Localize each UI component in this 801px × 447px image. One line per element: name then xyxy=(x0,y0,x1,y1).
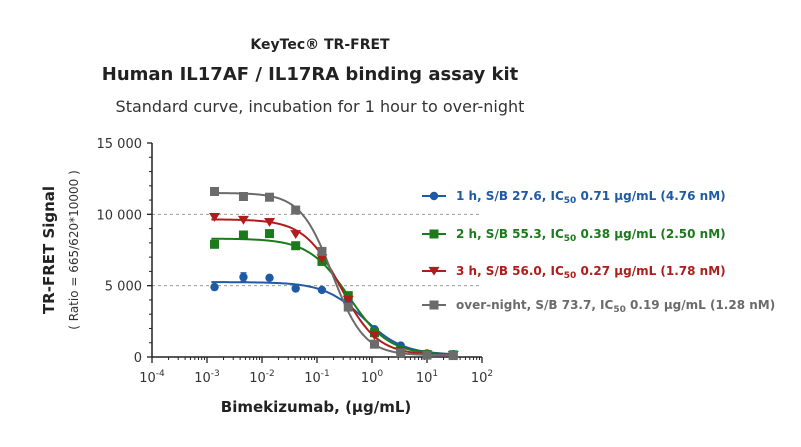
x-tick-exponent: -1 xyxy=(321,369,330,379)
y-tick-label-2: 10 000 xyxy=(97,208,143,223)
data-point-series-3 xyxy=(448,351,458,361)
data-point-series-2 xyxy=(264,218,276,227)
legend: 1 h, S/B 27.6, IC50 0.71 µg/mL (4.76 nM)… xyxy=(422,189,775,315)
x-tick-label-4: 100 xyxy=(361,369,384,386)
legend-text: 0.27 µg/mL (1.78 nM) xyxy=(576,264,725,278)
data-point-series-0 xyxy=(210,282,219,292)
x-tick-exponent: -3 xyxy=(211,369,220,379)
legend-subscript: 50 xyxy=(564,271,577,281)
legend-subscript: 50 xyxy=(613,305,626,315)
data-point-series-0 xyxy=(239,272,248,282)
legend-text: over-night, S/B 73.7, IC xyxy=(456,298,614,312)
x-tick-base: 10 xyxy=(249,371,266,386)
x-tick-label-6: 102 xyxy=(471,369,493,386)
x-tick-base: 10 xyxy=(416,371,433,386)
data-point-series-3 xyxy=(317,246,327,256)
x-tick-exponent: 1 xyxy=(432,369,438,379)
legend-marker-3 xyxy=(429,300,439,310)
legend-subscript: 50 xyxy=(564,196,577,206)
data-point-series-3 xyxy=(210,187,220,197)
x-axis-label: Bimekizumab, (µg/mL) xyxy=(221,398,411,416)
x-tick-exponent: -2 xyxy=(266,369,275,379)
data-point-series-1 xyxy=(265,229,275,239)
data-point-series-3 xyxy=(396,348,406,358)
data-point-series-3 xyxy=(369,339,379,349)
legend-label-0: 1 h, S/B 27.6, IC50 0.71 µg/mL (4.76 nM) xyxy=(456,189,726,206)
legend-text: 0.38 µg/mL (2.50 nM) xyxy=(576,227,725,241)
x-tick-exponent: -4 xyxy=(156,369,165,379)
data-point-series-0 xyxy=(291,284,300,293)
y-axis-label-secondary: ( Ratio = 665/620*10000 ) xyxy=(67,170,81,330)
fit-curve-series-1 xyxy=(211,237,455,356)
y-tick-label-1: 5 000 xyxy=(105,280,142,295)
fit-curve-series-3 xyxy=(211,192,455,357)
legend-subscript: 50 xyxy=(564,234,577,244)
data-point-series-3 xyxy=(238,192,248,201)
data-point-series-2 xyxy=(290,230,302,239)
data-point-series-3 xyxy=(422,350,432,360)
fit-curves xyxy=(211,192,455,357)
data-point-series-2 xyxy=(368,331,380,341)
x-tick-label-2: 10-2 xyxy=(249,369,275,386)
x-tick-label-5: 101 xyxy=(416,369,438,386)
data-point-series-2 xyxy=(237,215,249,225)
y-axis-label: TR-FRET Signal xyxy=(40,186,58,314)
legend-text: 0.19 µg/mL (1.28 nM) xyxy=(626,298,775,312)
data-point-series-2 xyxy=(342,295,354,305)
data-point-series-3 xyxy=(265,192,275,202)
legend-text: 3 h, S/B 56.0, IC xyxy=(456,264,564,278)
x-tick-base: 10 xyxy=(361,371,378,386)
legend-label-1: 2 h, S/B 55.3, IC50 0.38 µg/mL (2.50 nM) xyxy=(456,227,726,244)
data-point-series-2 xyxy=(316,254,328,264)
y-tick-label-0: 0 xyxy=(134,351,142,366)
data-point-series-1 xyxy=(291,241,301,251)
legend-marker-1 xyxy=(429,229,439,239)
data-point-series-1 xyxy=(343,291,353,301)
chart-brand: KeyTec® TR-FRET xyxy=(250,37,390,53)
legend-marker-0 xyxy=(429,191,439,201)
chart-title: Human IL17AF / IL17RA binding assay kit xyxy=(102,64,519,85)
x-tick-label-1: 10-3 xyxy=(194,369,220,386)
x-tick-base: 10 xyxy=(194,371,211,386)
data-markers xyxy=(209,187,459,361)
x-tick-base: 10 xyxy=(139,371,156,386)
x-tick-exponent: 2 xyxy=(487,369,493,379)
y-tick-label-3: 15 000 xyxy=(97,137,143,152)
x-tick-label-0: 10-4 xyxy=(139,369,165,386)
chart-subtitle: Standard curve, incubation for 1 hour to… xyxy=(116,97,525,116)
data-point-series-1 xyxy=(210,239,220,249)
legend-text: 0.71 µg/mL (4.76 nM) xyxy=(576,189,725,203)
x-tick-base: 10 xyxy=(471,371,488,386)
legend-text: 1 h, S/B 27.6, IC xyxy=(456,189,564,203)
data-point-series-0 xyxy=(317,285,327,295)
data-point-series-2 xyxy=(209,213,221,222)
data-point-series-3 xyxy=(291,205,301,215)
legend-text: 2 h, S/B 55.3, IC xyxy=(456,227,564,241)
legend-label-2: 3 h, S/B 56.0, IC50 0.27 µg/mL (1.78 nM) xyxy=(456,264,726,281)
data-point-series-1 xyxy=(238,230,248,240)
x-tick-base: 10 xyxy=(304,371,321,386)
legend-marker-2 xyxy=(428,266,440,276)
x-tick-label-3: 10-1 xyxy=(304,369,330,386)
x-tick-exponent: 0 xyxy=(377,369,383,379)
grid-lines xyxy=(152,213,482,287)
legend-label-3: over-night, S/B 73.7, IC50 0.19 µg/mL (1… xyxy=(456,298,775,315)
data-point-series-0 xyxy=(265,273,274,283)
data-point-series-3 xyxy=(343,302,353,312)
fit-curve-series-0 xyxy=(211,281,455,356)
